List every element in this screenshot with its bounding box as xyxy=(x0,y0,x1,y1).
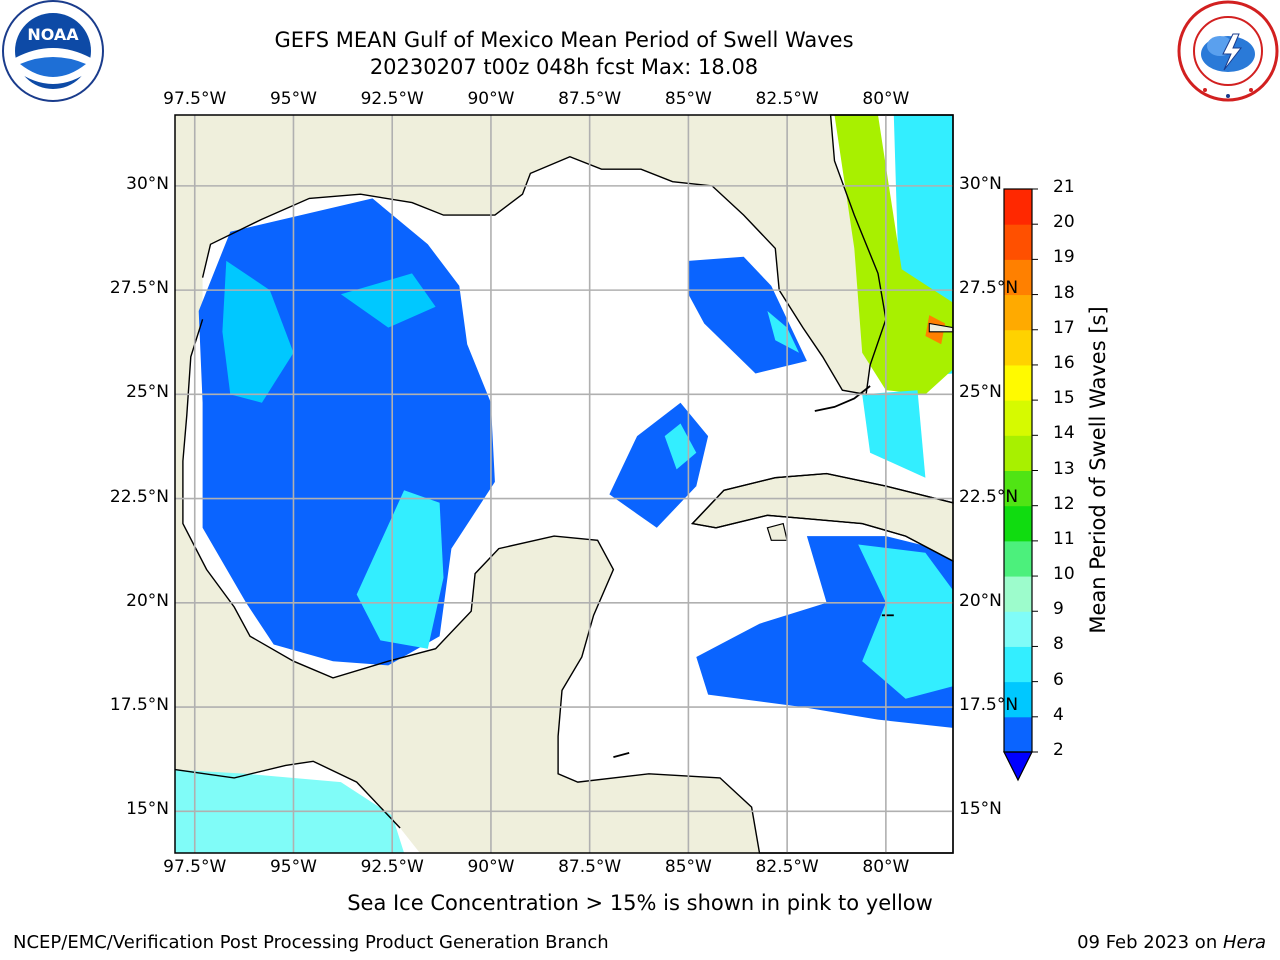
y-tick-label-right: 27.5°N xyxy=(959,278,1019,299)
colorbar-tick-label: 8 xyxy=(1053,634,1064,655)
colorbar-segment-10 xyxy=(1004,364,1032,401)
x-tick-label-top: 80°W xyxy=(862,89,910,109)
x-tick-label-top: 92.5°W xyxy=(360,89,424,109)
swell-region-nw-gulf-light xyxy=(222,260,294,403)
y-tick-label-left: 25°N xyxy=(126,382,169,403)
colorbar-tick-label: 10 xyxy=(1053,564,1075,585)
chart-subtitle-forecast: 20230207 t00z 048h fcst Max: 18.08 xyxy=(369,55,759,79)
coastline xyxy=(182,114,954,854)
footer-host-text: Hera xyxy=(1222,932,1266,953)
colorbar-tick-label: 4 xyxy=(1053,704,1064,725)
footer-branch-text: NCEP/EMC/Verification Post Processing Pr… xyxy=(13,932,609,953)
y-tick-label-left: 15°N xyxy=(126,799,169,820)
y-tick-label-right: 17.5°N xyxy=(959,695,1019,716)
x-tick-label-top: 82.5°W xyxy=(755,89,819,109)
x-tick-label-top: 85°W xyxy=(664,89,712,109)
colorbar-segment-1 xyxy=(1004,681,1032,718)
x-tick-label-bottom: 80°W xyxy=(862,857,910,877)
swell-region-campeche-light xyxy=(356,490,444,649)
x-tick-label-bottom: 97.5°W xyxy=(163,857,227,877)
nws-logo-icon xyxy=(1177,0,1279,102)
colorbar-tick-label: 11 xyxy=(1053,528,1075,549)
colorbar-tick-label: 18 xyxy=(1053,282,1075,303)
x-tick-label-top: 97.5°W xyxy=(163,89,227,109)
y-tick-label-left: 27.5°N xyxy=(109,278,169,299)
bay-islands xyxy=(613,752,630,758)
colorbar-tick-label: 17 xyxy=(1053,317,1075,338)
colorbar-segment-8 xyxy=(1004,435,1032,471)
florida-keys xyxy=(814,385,871,412)
colorbar-segment-5 xyxy=(1004,540,1032,577)
colorbar-segment-3 xyxy=(1004,611,1032,647)
x-tick-label-top: 95°W xyxy=(269,89,317,109)
x-tick-label-bottom: 92.5°W xyxy=(360,857,424,877)
y-tick-label-right: 15°N xyxy=(959,799,1002,820)
colorbar-segment-14 xyxy=(1004,224,1032,260)
x-tick-label-bottom: 82.5°W xyxy=(755,857,819,877)
x-tick-label-bottom: 85°W xyxy=(664,857,712,877)
sea-ice-note: Sea Ice Concentration > 15% is shown in … xyxy=(347,891,933,915)
colorbar-segment-12 xyxy=(1004,294,1032,331)
colorbar-segment-2 xyxy=(1004,646,1032,683)
y-tick-label-right: 25°N xyxy=(959,382,1002,403)
colorbar-segment-6 xyxy=(1004,505,1032,542)
y-tick-label-left: 30°N xyxy=(126,173,169,194)
pacific-coastline xyxy=(174,760,401,829)
colorbar-tick-label: 21 xyxy=(1053,177,1075,197)
chart-title: GEFS MEAN Gulf of Mexico Mean Period of … xyxy=(274,28,854,52)
colorbar-segment-9 xyxy=(1004,400,1032,436)
map-frame xyxy=(174,114,954,854)
x-tick-label-top: 90°W xyxy=(467,89,515,109)
colorbar-tick-label: 13 xyxy=(1053,458,1075,479)
colorbar-tick-label: 12 xyxy=(1053,493,1075,514)
colorbar-tick-label: 19 xyxy=(1053,247,1075,268)
colorbar-segment-0 xyxy=(1004,716,1032,753)
noaa-logo-text: NOAA xyxy=(27,25,79,44)
swell-region-atlantic-long xyxy=(834,115,953,395)
y-tick-label-left: 20°N xyxy=(126,590,169,611)
colorbar-tick-label: 20 xyxy=(1053,212,1075,233)
colorbar-tick-label: 9 xyxy=(1053,599,1064,620)
colorbar-tick-label: 15 xyxy=(1053,388,1075,409)
x-tick-label-top: 87.5°W xyxy=(558,89,622,109)
swell-region-caribbean-light xyxy=(858,544,953,699)
x-tick-label-bottom: 87.5°W xyxy=(558,857,622,877)
colorbar-segment-4 xyxy=(1004,576,1032,612)
colorbar-segment-11 xyxy=(1004,329,1032,366)
colorbar-segment-13 xyxy=(1004,259,1032,296)
swell-region-florida-straits xyxy=(862,390,926,478)
y-tick-label-right: 20°N xyxy=(959,590,1002,611)
colorbar-segment-15 xyxy=(1004,189,1032,225)
swell-region-nw-gulf-light-2 xyxy=(340,273,436,328)
footer-date-text: 09 Feb 2023 on xyxy=(1077,932,1223,953)
colorbar-segment-7 xyxy=(1004,470,1032,507)
y-tick-label-right: 22.5°N xyxy=(959,486,1019,507)
y-tick-label-left: 17.5°N xyxy=(109,695,169,716)
colorbar-under-arrow xyxy=(1003,751,1033,782)
colorbar-tick-label: 16 xyxy=(1053,352,1075,373)
colorbar-tick-label: 2 xyxy=(1053,740,1064,760)
y-tick-label-right: 30°N xyxy=(959,173,1002,194)
colorbar-label: Mean Period of Swell Waves [s] xyxy=(1086,306,1110,634)
noaa-logo-icon: NOAA xyxy=(2,0,104,102)
x-tick-label-bottom: 95°W xyxy=(269,857,317,877)
colorbar-tick-label: 6 xyxy=(1053,669,1064,690)
y-tick-label-left: 22.5°N xyxy=(109,486,169,507)
colorbar-tick-label: 14 xyxy=(1053,423,1075,444)
x-tick-label-bottom: 90°W xyxy=(467,857,515,877)
swell-region-east-gulf xyxy=(688,256,807,374)
swell-region-east-gulf-light xyxy=(767,311,799,353)
footer-date: 09 Feb 2023 on Hera xyxy=(1077,932,1266,953)
